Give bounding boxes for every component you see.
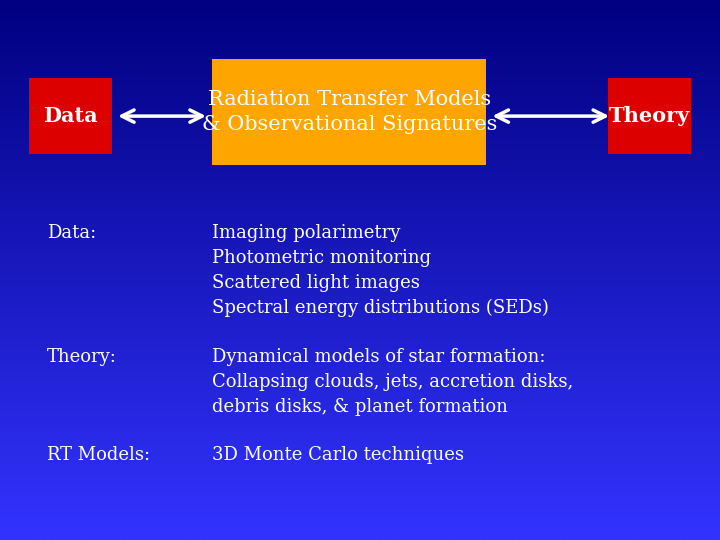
Text: RT Models:: RT Models:	[47, 446, 150, 463]
Text: Imaging polarimetry
Photometric monitoring
Scattered light images
Spectral energ: Imaging polarimetry Photometric monitori…	[212, 224, 549, 318]
Text: Data: Data	[43, 106, 97, 126]
Text: Theory:: Theory:	[47, 348, 117, 366]
Text: Dynamical models of star formation:
Collapsing clouds, jets, accretion disks,
de: Dynamical models of star formation: Coll…	[212, 348, 574, 416]
Text: Radiation Transfer Models
& Observational Signatures: Radiation Transfer Models & Observationa…	[202, 90, 497, 134]
FancyBboxPatch shape	[608, 78, 691, 154]
Text: Data:: Data:	[47, 224, 96, 242]
Text: 3D Monte Carlo techniques: 3D Monte Carlo techniques	[212, 446, 464, 463]
FancyBboxPatch shape	[29, 78, 112, 154]
FancyBboxPatch shape	[212, 59, 486, 165]
Text: Theory: Theory	[609, 106, 690, 126]
